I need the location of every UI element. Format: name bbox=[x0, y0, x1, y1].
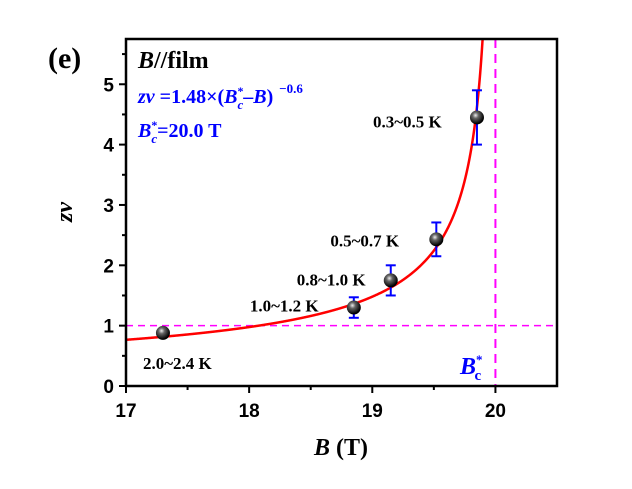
bc-line-label: B* c bbox=[459, 352, 483, 384]
data-point-label: 0.3~0.5 K bbox=[373, 112, 443, 131]
y-tick-label: 5 bbox=[103, 75, 114, 96]
data-point bbox=[429, 232, 444, 247]
data-point-label: 2.0~2.4 K bbox=[143, 354, 213, 373]
x-axis-label: B (T) bbox=[313, 435, 368, 461]
data-point bbox=[383, 273, 398, 288]
x-tick-label: 17 bbox=[115, 401, 136, 422]
data-point bbox=[155, 325, 170, 340]
data-point-label: 0.8~1.0 K bbox=[297, 270, 367, 289]
data-point-label: 1.0~1.2 K bbox=[250, 297, 320, 316]
x-tick-label: 20 bbox=[485, 401, 506, 422]
panel-label: (e) bbox=[48, 42, 81, 75]
y-tick-label: 0 bbox=[103, 377, 114, 398]
data-point-label: 0.5~0.7 K bbox=[330, 231, 400, 250]
y-axis-label: zν bbox=[52, 202, 78, 223]
plot-frame bbox=[124, 37, 559, 388]
y-tick-label: 1 bbox=[103, 317, 114, 338]
annotation-fit-formula: zν =1.48×(B* c–B) −0.6 bbox=[137, 81, 303, 112]
x-tick-label: 19 bbox=[362, 401, 383, 422]
annotation-critical-field: B* c=20.0 T bbox=[137, 118, 222, 146]
fit-curve bbox=[125, 38, 484, 342]
data-point bbox=[346, 300, 361, 315]
x-tick-label: 18 bbox=[239, 401, 260, 422]
data-point bbox=[469, 110, 484, 125]
y-tick-label: 3 bbox=[103, 196, 114, 217]
y-tick-label: 2 bbox=[103, 256, 114, 277]
y-tick-label: 4 bbox=[103, 136, 114, 157]
annotation-condition: B//film bbox=[137, 48, 209, 74]
